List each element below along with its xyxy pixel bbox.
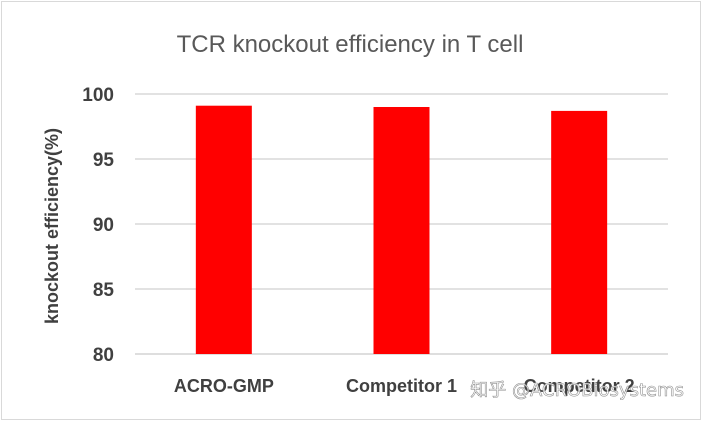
x-tick-labels: ACRO-GMP Competitor 1 Competitor 2 [174,376,635,396]
y-axis-label: knockout efficiency(%) [42,128,62,324]
y-tick-label: 80 [93,345,114,366]
watermark: 知乎 @ACROBiosystems [470,380,684,401]
y-tick-label: 85 [93,280,115,301]
y-tick-label: 95 [93,150,115,171]
x-tick-label: Competitor 2 [524,376,635,396]
y-tick-label: 90 [93,215,114,236]
chart-title: TCR knockout efficiency in T cell [177,31,524,58]
bar-competitor-1 [373,107,430,354]
bar-competitor-2 [551,110,608,355]
y-tick-labels: 80 85 90 95 100 [82,85,114,366]
x-tick-label: Competitor 1 [346,376,457,396]
bars [195,105,608,355]
y-tick-label: 100 [82,85,114,106]
x-tick-label: ACRO-GMP [174,376,274,396]
bar-acro-gmp [195,105,252,354]
